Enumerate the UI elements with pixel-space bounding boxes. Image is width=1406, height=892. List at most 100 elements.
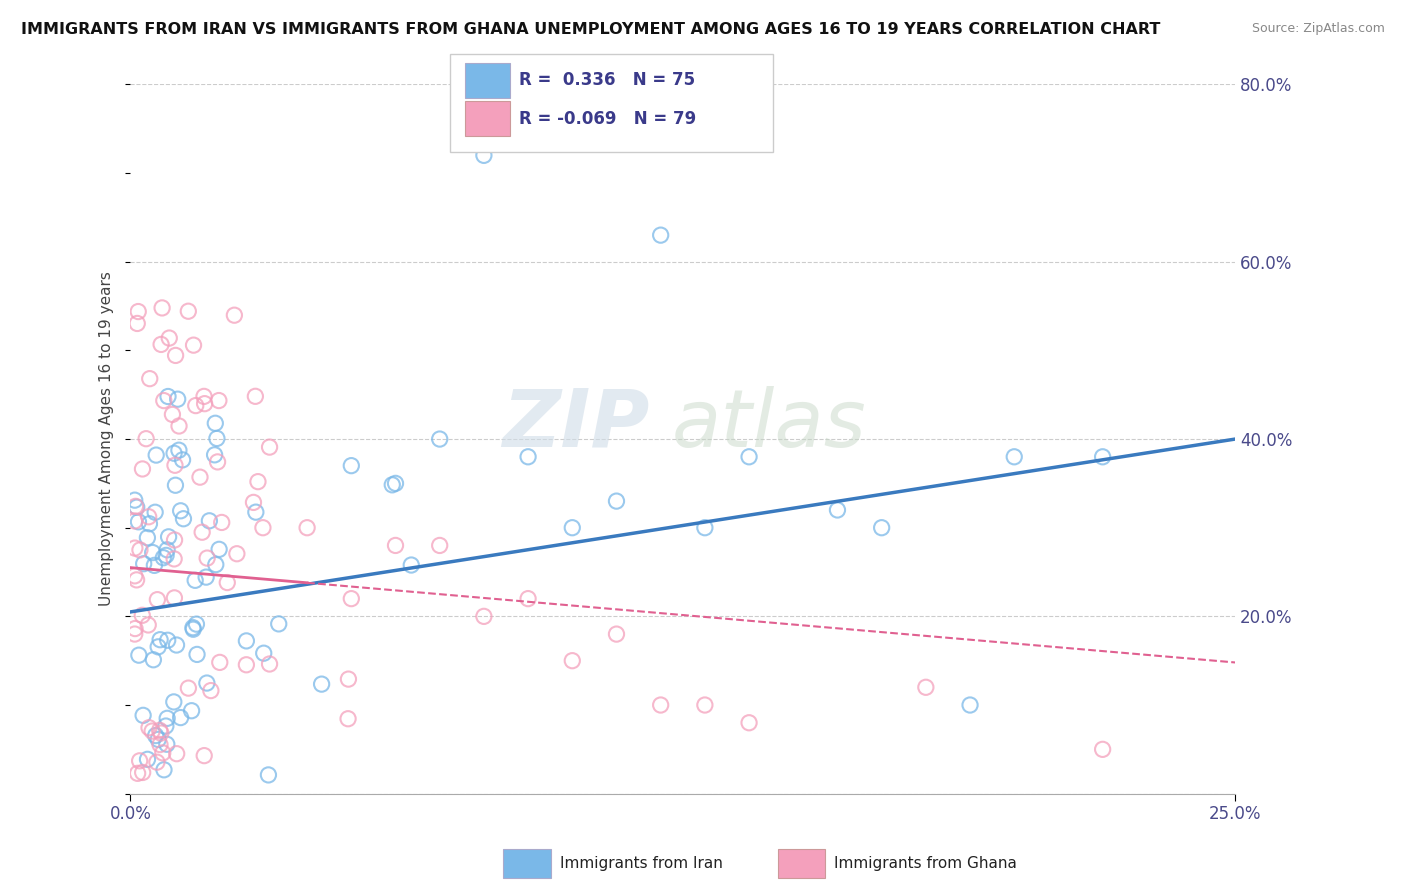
Point — [128, 648, 150, 663]
Point — [207, 455, 229, 469]
Point — [181, 622, 204, 636]
Point — [235, 633, 257, 648]
Point — [245, 389, 267, 403]
Point — [1091, 450, 1114, 464]
Point — [650, 698, 672, 712]
Point — [138, 509, 160, 524]
Point — [1091, 742, 1114, 756]
Text: Source: ZipAtlas.com: Source: ZipAtlas.com — [1251, 22, 1385, 36]
Point — [340, 458, 363, 473]
Point — [131, 608, 153, 623]
Point — [429, 432, 451, 446]
Point — [162, 408, 184, 422]
Point — [246, 475, 269, 489]
Point — [211, 516, 233, 530]
Point — [150, 337, 173, 351]
Point — [914, 681, 936, 695]
Point — [124, 569, 146, 583]
Point — [561, 654, 583, 668]
Point — [167, 419, 190, 434]
Point — [125, 573, 148, 587]
Point — [605, 627, 627, 641]
Point — [429, 538, 451, 552]
Point — [401, 558, 423, 572]
Point — [155, 719, 177, 733]
Point — [252, 521, 274, 535]
Point — [208, 542, 231, 557]
Point — [124, 493, 146, 508]
Text: IMMIGRANTS FROM IRAN VS IMMIGRANTS FROM GHANA UNEMPLOYMENT AMONG AGES 16 TO 19 Y: IMMIGRANTS FROM IRAN VS IMMIGRANTS FROM … — [21, 22, 1160, 37]
Point — [124, 622, 146, 636]
Point — [259, 657, 281, 671]
Point — [472, 148, 495, 162]
Point — [143, 558, 166, 573]
Point — [163, 458, 186, 473]
Point — [127, 515, 149, 529]
Point — [186, 617, 208, 632]
Point — [1002, 450, 1025, 464]
Point — [186, 648, 208, 662]
Point — [267, 616, 290, 631]
Point — [208, 393, 231, 408]
Point — [517, 591, 540, 606]
Point — [166, 747, 188, 761]
Point — [184, 574, 207, 588]
Point — [149, 726, 172, 740]
Point — [693, 521, 716, 535]
Text: R = -0.069   N = 79: R = -0.069 N = 79 — [519, 110, 696, 128]
Point — [180, 704, 202, 718]
Point — [204, 558, 226, 572]
Point — [870, 521, 893, 535]
Point — [157, 331, 180, 345]
Point — [156, 737, 179, 751]
Point — [166, 638, 188, 652]
Point — [129, 543, 152, 558]
Point — [253, 646, 276, 660]
Point — [195, 551, 218, 566]
Point — [172, 512, 194, 526]
Text: Immigrants from Ghana: Immigrants from Ghana — [834, 856, 1017, 871]
Point — [124, 627, 146, 641]
Point — [150, 301, 173, 315]
Point — [169, 710, 191, 724]
Point — [166, 392, 188, 407]
Point — [136, 752, 159, 766]
Point — [138, 516, 160, 531]
Point — [142, 545, 165, 559]
Point — [259, 440, 281, 454]
Point — [242, 495, 264, 509]
Point — [183, 338, 205, 352]
Point — [381, 478, 404, 492]
Point — [959, 698, 981, 712]
Point — [163, 591, 186, 605]
Point — [128, 754, 150, 768]
Point — [124, 514, 146, 528]
Point — [143, 505, 166, 519]
Point — [188, 470, 211, 484]
Point — [738, 715, 761, 730]
Point — [605, 494, 627, 508]
Point — [163, 552, 186, 566]
Point — [517, 450, 540, 464]
Point — [156, 711, 179, 725]
Point — [127, 317, 149, 331]
Point — [200, 683, 222, 698]
Point — [194, 397, 217, 411]
Point — [127, 304, 149, 318]
Point — [132, 708, 155, 723]
Point — [163, 695, 186, 709]
Point — [195, 570, 218, 584]
Point — [132, 557, 155, 571]
Point — [224, 308, 246, 322]
Point — [217, 575, 239, 590]
Text: ZIP: ZIP — [502, 386, 650, 464]
Point — [198, 514, 221, 528]
Point — [311, 677, 333, 691]
Point — [169, 504, 191, 518]
Point — [195, 676, 218, 690]
Point — [145, 448, 167, 462]
Point — [295, 521, 318, 535]
Point — [384, 476, 406, 491]
Point — [142, 653, 165, 667]
Point — [205, 432, 228, 446]
